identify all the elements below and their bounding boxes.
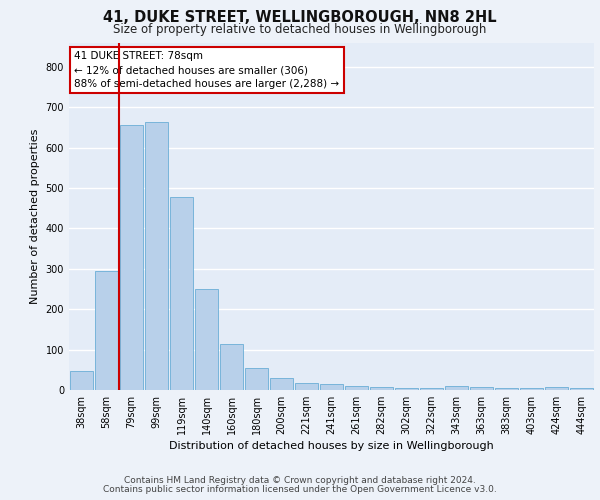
- Bar: [70, 370, 93, 390]
- Bar: [520, 388, 543, 390]
- Text: Contains public sector information licensed under the Open Government Licence v3: Contains public sector information licen…: [103, 485, 497, 494]
- Text: 41 DUKE STREET: 78sqm
← 12% of detached houses are smaller (306)
88% of semi-det: 41 DUKE STREET: 78sqm ← 12% of detached …: [74, 51, 340, 89]
- Bar: [395, 388, 418, 390]
- Bar: [95, 271, 118, 390]
- Bar: [320, 384, 343, 390]
- Bar: [220, 344, 243, 390]
- Bar: [470, 387, 493, 390]
- Bar: [295, 383, 318, 390]
- Y-axis label: Number of detached properties: Number of detached properties: [30, 128, 40, 304]
- Bar: [445, 386, 468, 390]
- Bar: [120, 126, 143, 390]
- Bar: [245, 368, 268, 390]
- Bar: [170, 197, 193, 390]
- Bar: [345, 386, 368, 390]
- Bar: [145, 122, 168, 390]
- Bar: [270, 378, 293, 390]
- Bar: [370, 387, 393, 390]
- Text: Size of property relative to detached houses in Wellingborough: Size of property relative to detached ho…: [113, 22, 487, 36]
- Bar: [545, 387, 568, 390]
- Text: Contains HM Land Registry data © Crown copyright and database right 2024.: Contains HM Land Registry data © Crown c…: [124, 476, 476, 485]
- X-axis label: Distribution of detached houses by size in Wellingborough: Distribution of detached houses by size …: [169, 441, 494, 451]
- Bar: [420, 388, 443, 390]
- Bar: [570, 388, 593, 390]
- Text: 41, DUKE STREET, WELLINGBOROUGH, NN8 2HL: 41, DUKE STREET, WELLINGBOROUGH, NN8 2HL: [103, 10, 497, 25]
- Bar: [195, 289, 218, 390]
- Bar: [495, 388, 518, 390]
